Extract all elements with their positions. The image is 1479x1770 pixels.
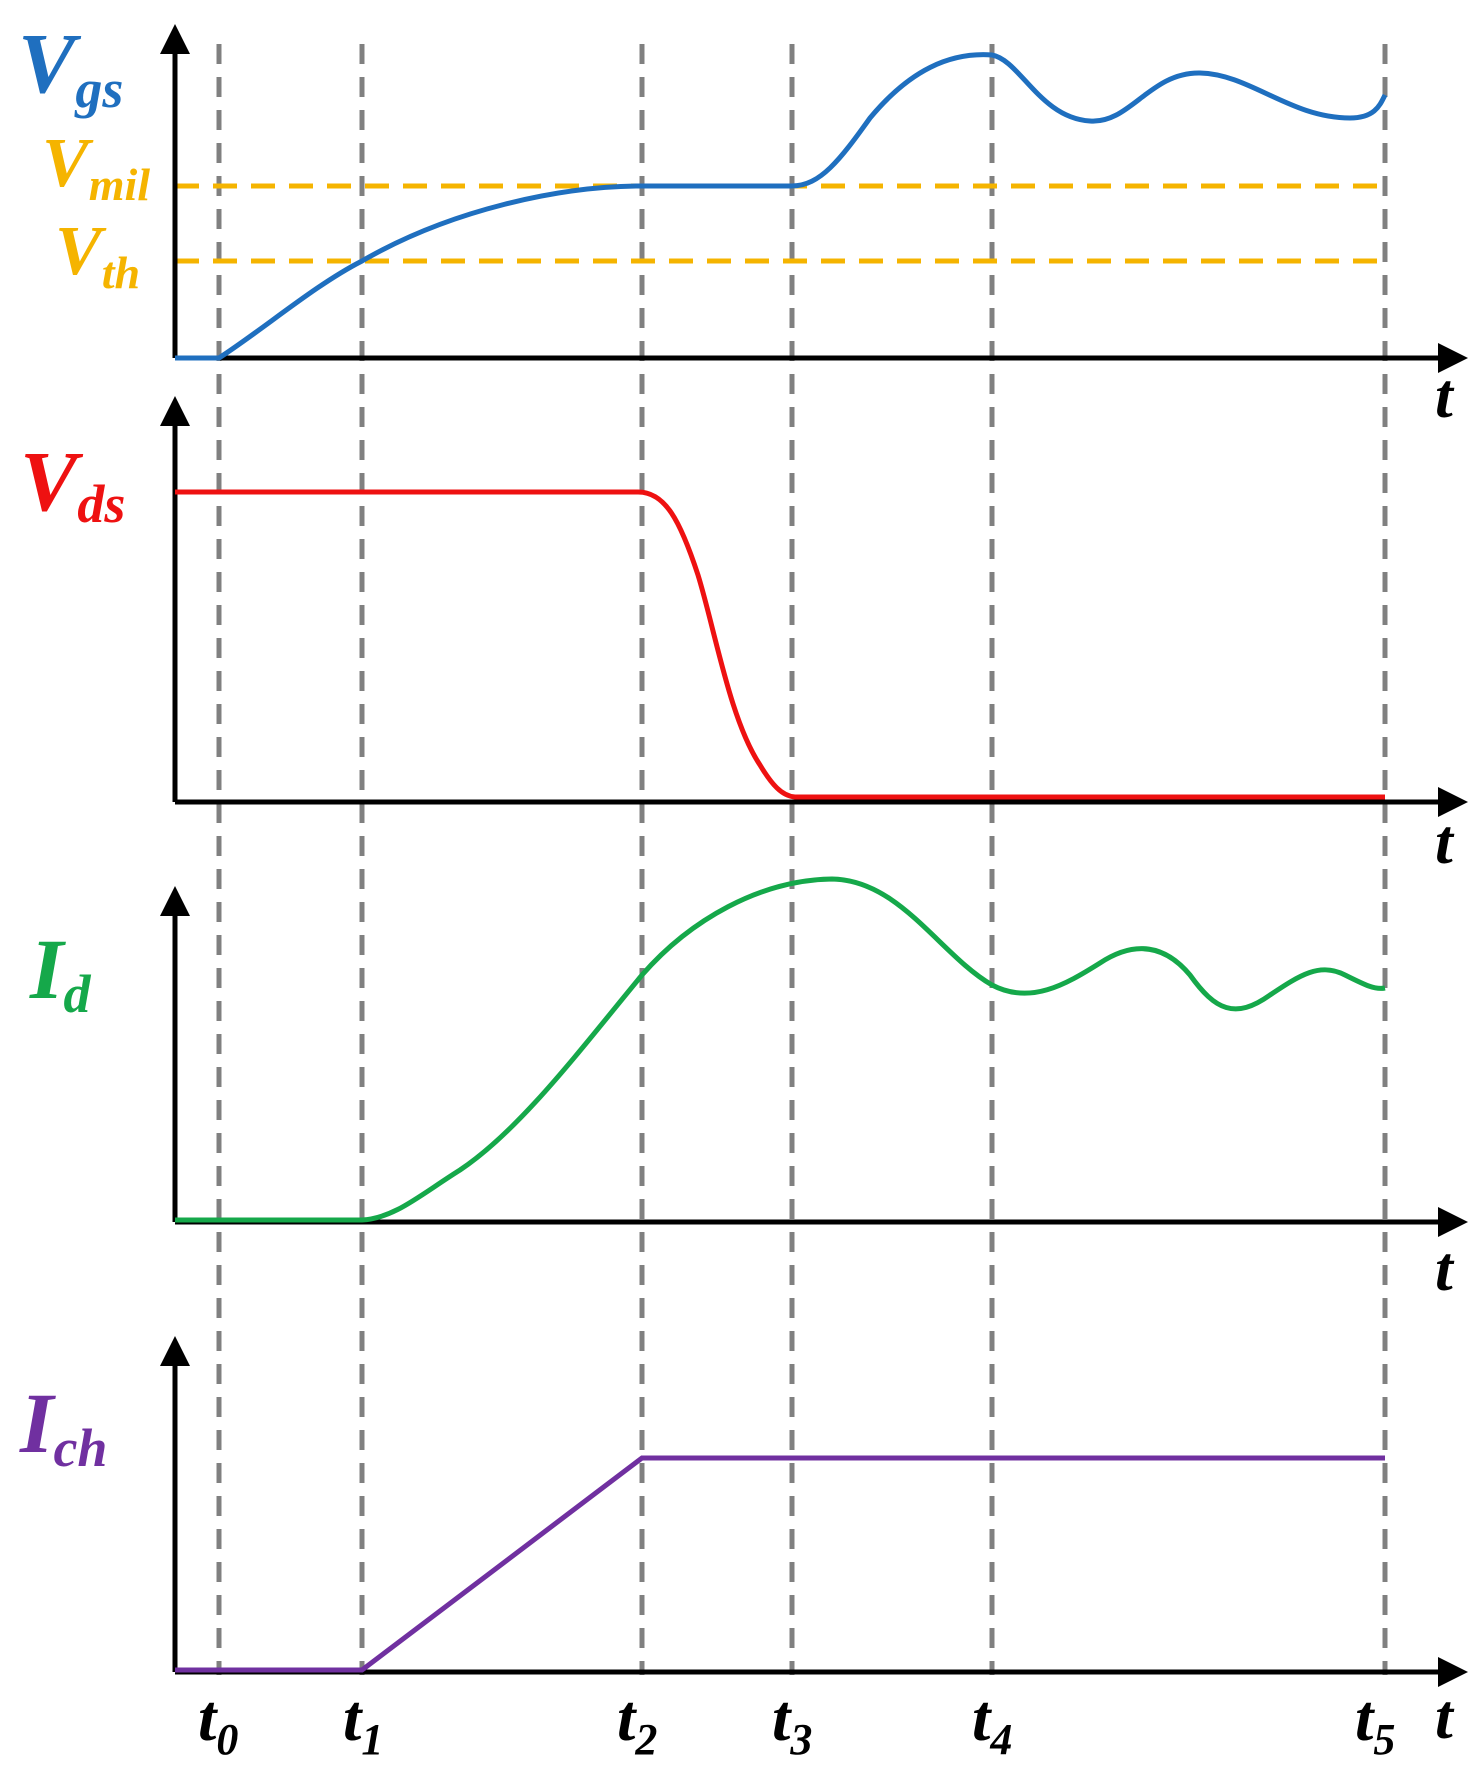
- time-marker-lines: [216, 44, 1388, 1675]
- marker-label-t3: t3: [772, 1682, 812, 1764]
- time-axis-label-vgs: t: [1435, 360, 1455, 431]
- label-vmil: Vmil: [42, 125, 150, 210]
- time-axis-label-id: t: [1435, 1233, 1455, 1304]
- label-id: Id: [29, 921, 91, 1024]
- label-vds: Vds: [20, 433, 125, 534]
- label-ich: Ich: [19, 1375, 107, 1478]
- time-axis-label-ich: t: [1435, 1681, 1455, 1752]
- waveform-vgs: [175, 52, 1388, 361]
- label-vgs: Vgs: [18, 15, 123, 119]
- panel-vds: Vds t: [20, 396, 1468, 877]
- marker-label-t1: t1: [343, 1682, 383, 1764]
- panel-vgs: Vgs Vmil Vth t: [18, 15, 1468, 431]
- marker-label-t2: t2: [617, 1682, 657, 1764]
- waveform-vds: [175, 489, 1385, 800]
- waveform-ich: [175, 1455, 1385, 1673]
- waveform-id: [175, 876, 1386, 1223]
- panel-id: Id t: [29, 876, 1468, 1304]
- panel-ich: Ich t: [19, 1336, 1468, 1752]
- time-axis-label-vds: t: [1435, 806, 1455, 877]
- marker-label-t4: t4: [972, 1682, 1012, 1764]
- marker-label-t5: t5: [1355, 1682, 1395, 1764]
- label-vth: Vth: [55, 213, 140, 298]
- marker-label-t0: t0: [198, 1682, 238, 1764]
- time-marker-labels: t0 t1 t2 t3 t4 t5: [198, 1682, 1395, 1764]
